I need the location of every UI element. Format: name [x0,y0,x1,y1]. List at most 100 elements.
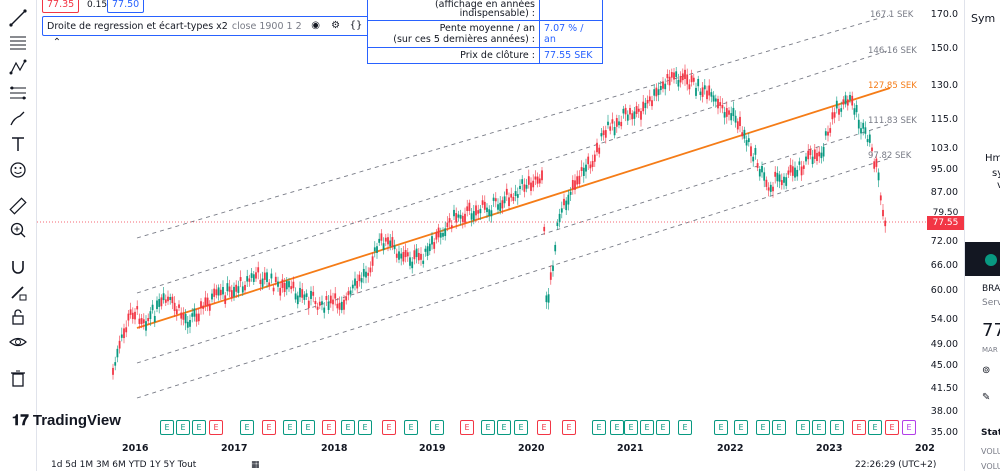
earnings-event-icon[interactable]: E [678,420,692,435]
trendline-icon[interactable] [8,8,28,28]
earnings-event-icon[interactable]: E [562,420,576,435]
edit-icon[interactable]: ✎ [982,392,991,403]
brush-icon[interactable] [8,108,28,128]
earnings-event-icon[interactable]: E [322,420,336,435]
earnings-event-icon[interactable]: E [192,420,206,435]
price-axis[interactable]: 170.0 150.0 130.0 115.0 103.0 95.00 87.00 72.00… [927,0,964,440]
earnings-event-icon[interactable]: E [852,420,866,435]
earnings-event-icon[interactable]: E [772,420,786,435]
chevron-up-icon[interactable]: ⌃ [52,37,62,48]
range-buttons[interactable]: 1d 5d 1M 3M 6M YTD 1Y 5Y Tout [51,460,197,470]
candle-body [648,96,651,102]
earnings-event-icon[interactable]: E [460,420,474,435]
candle-body [851,95,854,106]
chart-pane[interactable] [37,0,927,440]
candle-body [549,272,552,280]
earnings-event-icon[interactable]: E [885,420,899,435]
earnings-event-icon[interactable]: E [830,420,844,435]
candle-body [587,156,590,165]
pattern-icon[interactable] [8,57,28,77]
candle-body [503,196,506,204]
earnings-event-icon[interactable]: E [404,420,418,435]
earnings-event-icon[interactable]: E [497,420,511,435]
earnings-event-icon[interactable]: E [656,420,670,435]
earnings-event-icon[interactable]: E [160,420,174,435]
earnings-event-icon[interactable]: E [283,420,297,435]
year-label: 2023 [816,443,843,454]
lock-icon[interactable] [8,307,28,327]
candle-body [699,91,702,95]
fibonacci-icon[interactable] [8,83,28,103]
ruler-icon[interactable] [8,196,28,216]
buy-price[interactable]: 77.50 [107,0,145,13]
earnings-event-icon[interactable]: E [714,420,728,435]
earnings-event-icon[interactable]: E [358,420,372,435]
close-price-value: 77.55 SEK [539,47,603,64]
earnings-event-icon[interactable]: E [592,420,606,435]
candle-body [769,184,772,192]
candle-body [466,206,469,211]
candle-body [197,313,200,322]
earnings-event-icon[interactable]: E [176,420,190,435]
symbol-name: BRAV [982,284,1000,294]
earnings-event-icon[interactable]: E [514,420,528,435]
earnings-event-icon[interactable]: E [382,420,396,435]
trash-icon[interactable] [8,368,28,388]
earnings-event-icon[interactable]: E [610,420,624,435]
panel-price: 77 [982,320,1000,341]
channel-upper-2 [136,14,891,239]
eye-icon[interactable]: ◉ [311,20,321,31]
candle-body [347,291,350,296]
indicator-legend[interactable]: Droite de regression et écart-types x2 c… [42,16,407,36]
earnings-event-icon[interactable]: E [537,420,551,435]
earnings-event-icon[interactable]: E [868,420,882,435]
candle-body [136,306,139,310]
calendar-icon[interactable]: ▦ [251,460,260,470]
dividend-event-icon[interactable]: E [902,420,916,435]
earnings-event-icon[interactable]: E [812,420,826,435]
candle-body [499,202,502,212]
earnings-event-icon[interactable]: E [481,420,495,435]
candle-body [472,211,475,221]
emoji-icon[interactable] [8,160,28,180]
candle-body [706,90,708,100]
indicator-params: close 1900 1 2 [231,20,302,32]
earnings-event-icon[interactable]: E [209,420,223,435]
candle-body [314,300,317,305]
earnings-event-icon[interactable]: E [756,420,770,435]
earnings-event-icon[interactable]: E [796,420,810,435]
earnings-event-icon[interactable]: E [734,420,748,435]
candle-body [692,77,695,82]
price-tick-label: 150.0 [930,43,958,54]
candle-body [578,175,581,184]
time-axis[interactable]: 2016 2017 2018 2019 2020 2021 2022 2023 … [37,440,935,458]
earnings-event-icon[interactable]: E [301,420,315,435]
earnings-event-icon[interactable]: E [430,420,444,435]
zoom-in-icon[interactable] [8,220,28,240]
earnings-event-icon[interactable]: E [262,420,276,435]
price-tick-label: 66.00 [930,260,958,271]
source-code-icon[interactable]: {} [349,20,363,31]
candle-body [637,108,640,112]
hint-icon[interactable]: ⊚ [982,365,991,376]
pencil-lock-icon[interactable] [8,282,28,302]
candle-body [371,256,374,266]
sell-price[interactable]: 77.35 [42,0,80,13]
earnings-event-icon[interactable]: E [624,420,638,435]
clock-readout[interactable]: 22:26:29 (UTC+2) [855,460,937,470]
eye-icon[interactable] [8,332,28,352]
candle-body [272,287,275,292]
magnet-icon[interactable] [8,257,28,277]
earnings-event-icon[interactable]: E [341,420,355,435]
settings-icon[interactable]: ⚙ [331,20,341,31]
candle-body [585,164,587,172]
panel-tab-label[interactable]: Sym [971,12,996,25]
candle-body [633,111,636,119]
text-icon[interactable] [8,134,28,154]
tradingview-logo[interactable]: 𝟏𝟕 TradingView [12,412,121,429]
candle-body [697,78,700,87]
earnings-event-icon[interactable]: E [240,420,254,435]
candle-body [618,121,620,126]
earnings-event-icon[interactable]: E [640,420,654,435]
horizontal-lines-icon[interactable] [8,32,28,52]
